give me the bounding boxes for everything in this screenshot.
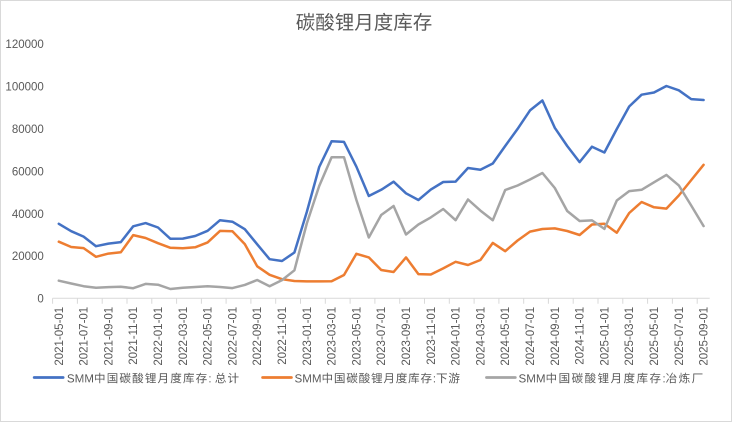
svg-text:2024-05-01: 2024-05-01 bbox=[500, 307, 512, 366]
svg-text:2024-01-01: 2024-01-01 bbox=[451, 307, 463, 366]
svg-text:2024-09-01: 2024-09-01 bbox=[550, 307, 562, 366]
svg-text:2021-07-01: 2021-07-01 bbox=[79, 307, 91, 366]
svg-text:2025-03-01: 2025-03-01 bbox=[624, 307, 636, 366]
svg-text:2023-07-01: 2023-07-01 bbox=[376, 307, 388, 366]
svg-text:40000: 40000 bbox=[12, 209, 44, 221]
svg-text:2021-11-01: 2021-11-01 bbox=[128, 307, 140, 365]
svg-text:2023-05-01: 2023-05-01 bbox=[351, 307, 363, 366]
svg-text:2024-03-01: 2024-03-01 bbox=[475, 307, 487, 366]
svg-text:2023-09-01: 2023-09-01 bbox=[401, 307, 413, 366]
svg-text:2022-07-01: 2022-07-01 bbox=[227, 307, 239, 366]
svg-text:60000: 60000 bbox=[12, 166, 44, 178]
svg-text:2022-11-01: 2022-11-01 bbox=[277, 307, 289, 365]
svg-text:2023-01-01: 2023-01-01 bbox=[302, 307, 314, 366]
svg-text:2021-09-01: 2021-09-01 bbox=[103, 307, 115, 366]
svg-text:2024-11-01: 2024-11-01 bbox=[575, 307, 587, 365]
svg-text:2023-03-01: 2023-03-01 bbox=[327, 307, 339, 366]
svg-text:2022-03-01: 2022-03-01 bbox=[178, 307, 190, 366]
svg-text:2023-11-01: 2023-11-01 bbox=[426, 307, 438, 365]
svg-text:2025-07-01: 2025-07-01 bbox=[674, 307, 686, 366]
svg-text:2022-09-01: 2022-09-01 bbox=[252, 307, 264, 366]
svg-text:80000: 80000 bbox=[12, 124, 44, 136]
svg-text:0: 0 bbox=[37, 294, 43, 306]
svg-text:2025-09-01: 2025-09-01 bbox=[699, 307, 711, 366]
svg-text:2025-01-01: 2025-01-01 bbox=[599, 307, 611, 366]
svg-text:20000: 20000 bbox=[12, 251, 44, 263]
svg-text:2022-01-01: 2022-01-01 bbox=[153, 307, 165, 366]
svg-text:2024-07-01: 2024-07-01 bbox=[525, 307, 537, 366]
svg-text:100000: 100000 bbox=[5, 81, 43, 93]
svg-text:2022-05-01: 2022-05-01 bbox=[203, 307, 215, 366]
svg-text:120000: 120000 bbox=[5, 39, 43, 51]
svg-text:2021-05-01: 2021-05-01 bbox=[54, 307, 66, 366]
svg-text:2025-05-01: 2025-05-01 bbox=[649, 307, 661, 366]
